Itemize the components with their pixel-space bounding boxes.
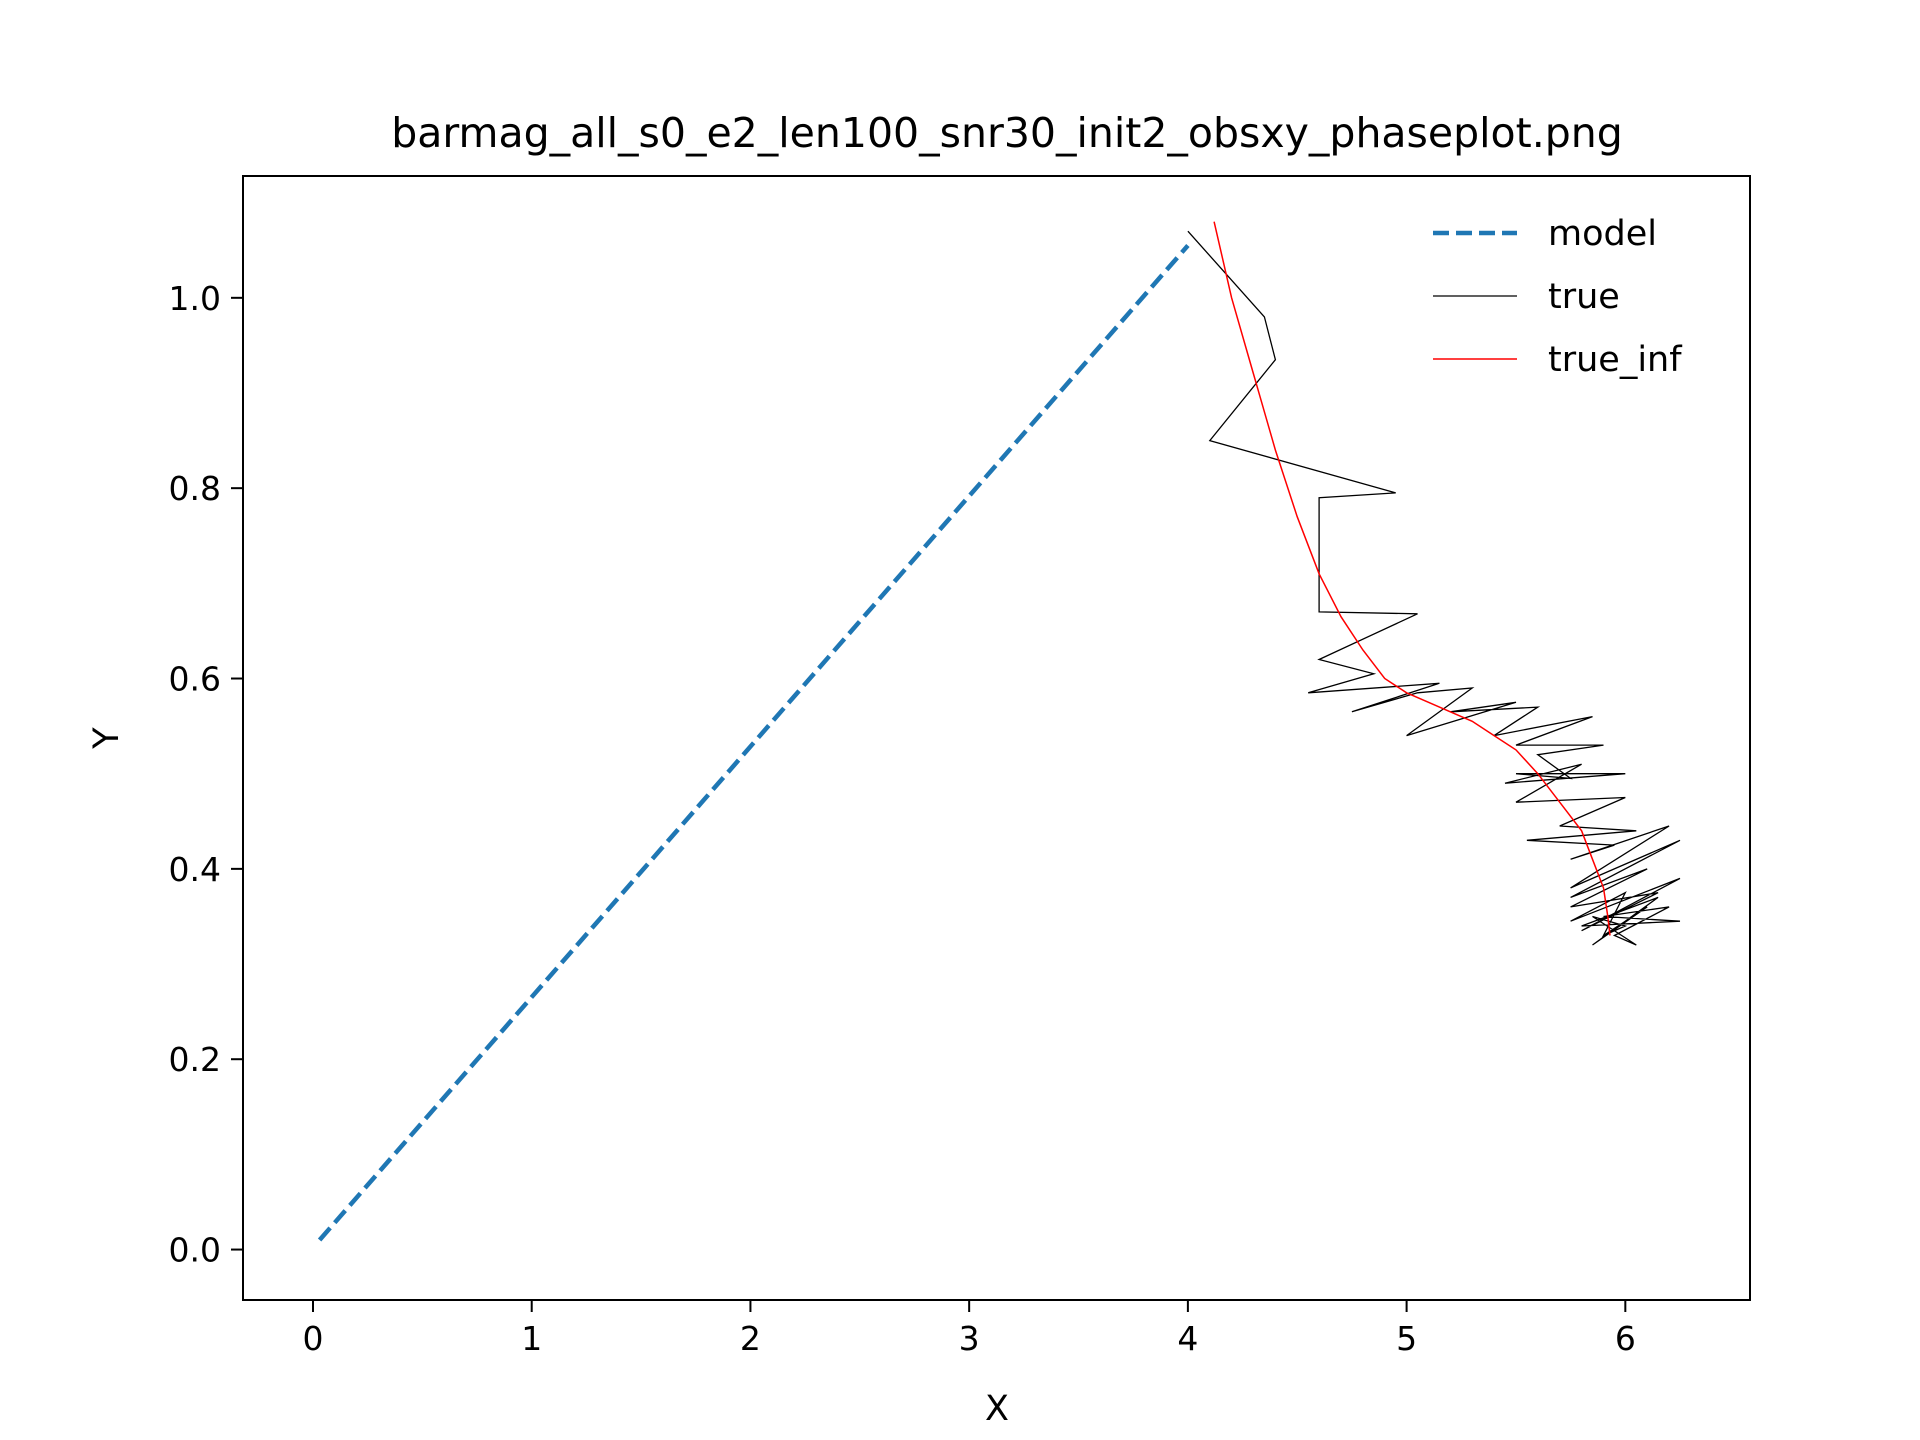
chart-title: barmag_all_s0_e2_len100_snr30_init2_obsx… (391, 109, 1623, 157)
x-axis-label: X (985, 1389, 1009, 1429)
y-tick-label: 0.6 (169, 660, 221, 699)
x-tick-label: 4 (1177, 1319, 1198, 1358)
y-tick-label: 0.8 (169, 469, 221, 508)
legend-label-true: true (1548, 277, 1620, 317)
x-tick-label: 1 (521, 1319, 542, 1358)
y-tick-label: 0.0 (169, 1231, 221, 1270)
y-tick-label: 0.4 (169, 850, 221, 889)
y-axis-label: Y (87, 727, 127, 750)
x-tick-label: 6 (1615, 1319, 1636, 1358)
legend-label-true-inf: true_inf (1548, 340, 1682, 380)
plot-frame (242, 175, 1751, 1301)
x-axis-ticks: 0 1 2 3 4 5 6 (302, 1300, 1636, 1358)
legend: model true true_inf (1433, 214, 1682, 380)
y-axis-ticks: 0.0 0.2 0.4 0.6 0.8 1.0 (169, 279, 243, 1270)
x-tick-label: 3 (959, 1319, 980, 1358)
legend-label-model: model (1548, 214, 1657, 254)
series-line-model (317, 244, 1190, 1242)
series-line-true (1187, 230, 1681, 946)
y-tick-label: 0.2 (169, 1040, 221, 1079)
x-tick-label: 0 (302, 1319, 323, 1358)
series-line-true-inf (1213, 221, 1611, 936)
y-tick-label: 1.0 (169, 279, 221, 318)
x-tick-label: 2 (740, 1319, 761, 1358)
series-layer (317, 221, 1681, 1242)
x-tick-label: 5 (1396, 1319, 1417, 1358)
